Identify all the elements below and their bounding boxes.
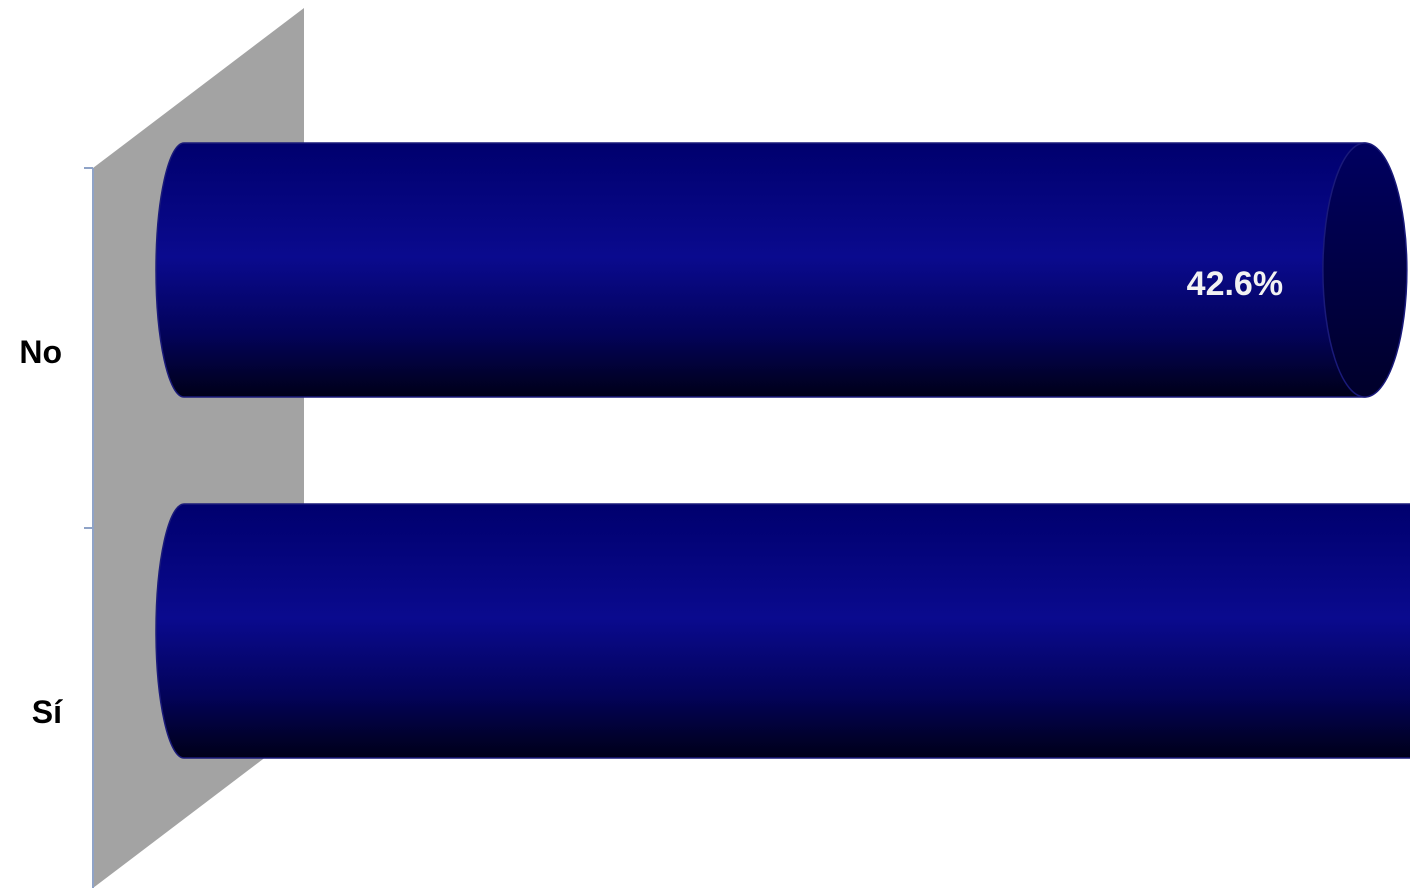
category-label: Sí xyxy=(32,694,63,730)
data-labels: 42.6%55.1% xyxy=(1187,265,1283,303)
bar-no xyxy=(155,142,1408,398)
bar-series xyxy=(155,142,1410,759)
category-label: No xyxy=(19,334,62,370)
bar-sí xyxy=(155,503,1410,759)
bar-body xyxy=(155,503,1410,759)
data-label: 42.6% xyxy=(1187,265,1283,303)
bar-end-cap xyxy=(1322,142,1408,398)
category-labels: No Sí xyxy=(19,334,63,730)
